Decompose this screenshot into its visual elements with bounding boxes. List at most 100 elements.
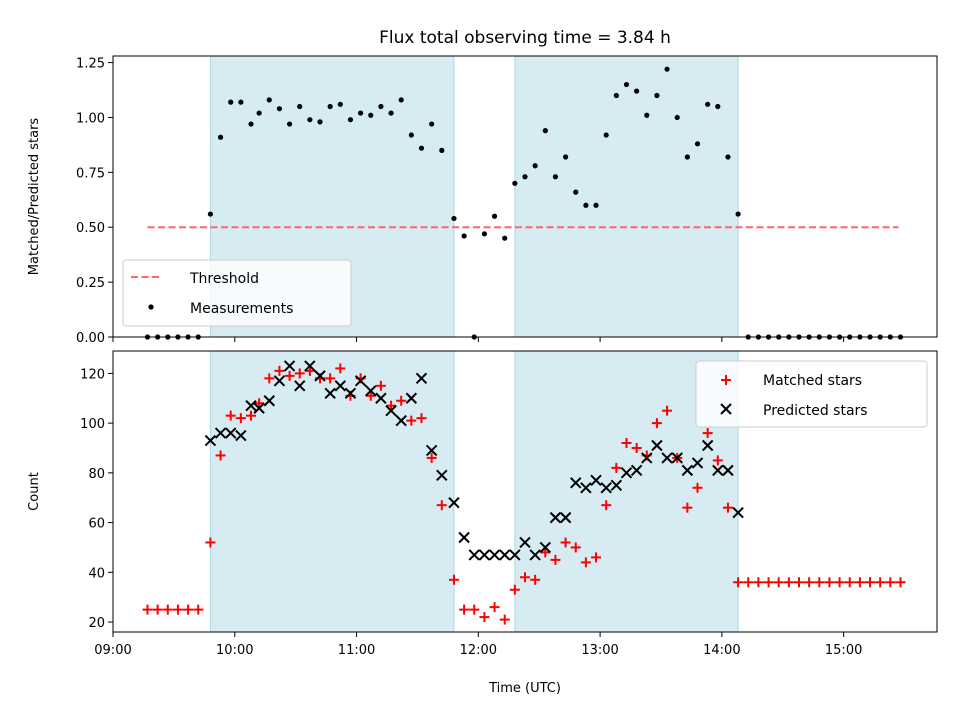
matched-stars-point — [702, 428, 713, 439]
predicted-stars-point — [509, 549, 521, 561]
matched-stars-point — [225, 410, 236, 421]
predicted-stars-point — [722, 464, 734, 477]
y-tick-label: 100 — [80, 417, 105, 432]
measurement-point — [398, 97, 404, 103]
y-tick-label: 1.25 — [76, 57, 105, 72]
measurement-point — [715, 103, 721, 110]
matched-stars-point — [406, 415, 417, 426]
matched-stars-point — [651, 418, 662, 429]
x-axis-label: Time (UTC) — [488, 681, 561, 696]
matched-stars-point — [814, 577, 825, 588]
matched-stars-point — [844, 577, 855, 588]
predicted-stars-point — [519, 536, 531, 549]
matched-stars-point — [783, 577, 794, 588]
axes-frame — [112, 55, 938, 338]
measurement-point — [583, 202, 589, 208]
measurement-point — [368, 112, 374, 118]
y-tick-label: 60 — [88, 517, 105, 532]
y-tick-label: 0.25 — [76, 276, 105, 291]
predicted-stars-point — [395, 414, 407, 427]
measurement-point — [542, 128, 548, 134]
matched-stars-point — [520, 572, 530, 583]
measurement-point — [286, 121, 293, 127]
y-tick-label: 120 — [80, 367, 105, 382]
legend-matched-label: Matched stars — [763, 373, 862, 389]
matched-stars-point — [580, 557, 591, 568]
measurement-point — [522, 174, 528, 180]
predicted-stars-point — [405, 392, 418, 404]
matched-stars-point — [294, 368, 305, 379]
predicted-stars-point — [559, 511, 572, 524]
matched-stars-point — [631, 442, 642, 453]
matched-stars-point — [365, 390, 376, 401]
measurement-point — [552, 174, 559, 180]
panel-ratio: 0.00 0.25 0.50 0.75 1.00 1.25 Matched/Predicte… — [27, 55, 938, 346]
measurement-point — [266, 97, 272, 103]
matched-stars-point — [448, 574, 459, 585]
y-tick-label: 80 — [88, 467, 105, 482]
matched-stars-point — [142, 604, 153, 615]
legend-threshold-label: Threshold — [189, 271, 259, 287]
matched-stars-point — [560, 537, 571, 548]
matched-stars-point — [215, 450, 226, 461]
matched-stars-point — [304, 365, 315, 376]
measurement-point — [694, 141, 701, 147]
predicted-stars-point — [253, 402, 265, 414]
measurement-point — [562, 154, 569, 160]
predicted-stars-point — [436, 469, 448, 482]
predicted-stars-point — [365, 385, 377, 397]
matched-stars-point — [469, 604, 480, 615]
matched-stars-point — [712, 455, 723, 466]
predicted-stars-point — [641, 452, 653, 464]
legend-measurement-swatch — [148, 304, 154, 310]
predicted-stars-point — [425, 444, 438, 457]
matched-stars-point — [611, 462, 622, 473]
predicted-stars-point — [273, 375, 286, 387]
x-tick-label: 12:00 — [460, 643, 497, 658]
legend-box — [122, 259, 352, 327]
matched-stars-point — [436, 500, 447, 511]
measurement-point — [725, 154, 731, 160]
matched-stars-point — [773, 577, 784, 588]
predicted-stars-point — [458, 531, 470, 544]
matched-stars-point — [722, 502, 733, 513]
measurement-point — [378, 103, 384, 110]
measurement-point — [327, 103, 333, 110]
predicted-stars-point — [314, 370, 326, 382]
measurement-point — [276, 106, 283, 112]
predicted-stars-point — [488, 549, 501, 561]
measurement-point — [347, 117, 354, 123]
predicted-stars-point — [294, 380, 306, 392]
measurement-point — [735, 211, 741, 217]
matched-stars-point — [570, 542, 581, 553]
predicted-stars-point — [415, 372, 428, 385]
measurement-point — [297, 103, 303, 110]
matched-stars-point — [479, 612, 490, 623]
matched-stars-point — [733, 577, 744, 588]
matched-stars-point — [335, 363, 346, 374]
y-tick-label: 0.00 — [76, 331, 105, 346]
shaded-interval — [514, 55, 739, 338]
predicted-stars-point — [478, 549, 491, 561]
measurement-point — [502, 235, 508, 241]
y-tick-label: 0.75 — [76, 166, 105, 181]
legend: Matched stars Predicted stars — [695, 360, 928, 428]
predicted-stars-point — [691, 457, 704, 469]
predicted-stars-point — [468, 549, 480, 561]
matched-stars-point — [162, 604, 173, 615]
measurement-point — [451, 215, 457, 222]
measurement-point — [684, 154, 690, 160]
y-tick-label: 40 — [88, 566, 105, 581]
measurement-point — [358, 110, 364, 116]
predicted-stars-point — [498, 549, 511, 561]
predicted-stars-point — [375, 392, 387, 404]
predicted-stars-point — [304, 360, 316, 372]
matched-stars-point — [396, 395, 407, 406]
matched-stars-point — [793, 577, 804, 588]
matched-stars-point — [824, 577, 835, 588]
matched-stars-point — [152, 604, 163, 615]
predicted-stars-point — [448, 496, 460, 509]
matched-stars-point — [530, 574, 541, 585]
matched-stars-point — [205, 537, 216, 548]
